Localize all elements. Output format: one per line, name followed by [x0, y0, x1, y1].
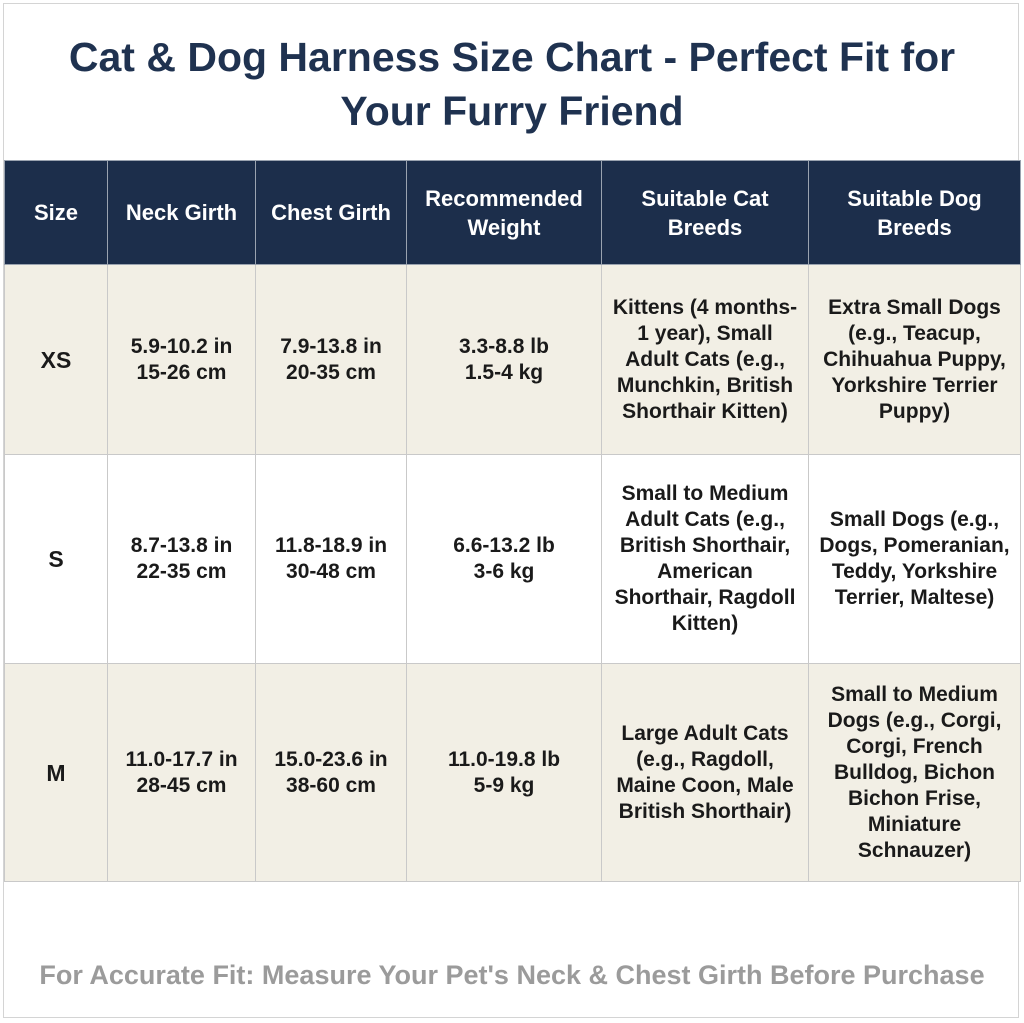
column-header: Neck Girth [107, 160, 256, 265]
size-cell: S [4, 454, 108, 664]
table-cell: 11.0-19.8 lb 5-9 kg [406, 663, 602, 882]
table-cell: 7.9-13.8 in 20-35 cm [255, 264, 407, 455]
size-table: Size Neck Girth Chest Girth Recommended Wei… [4, 160, 1021, 882]
table-cell: 3.3-8.8 lb 1.5-4 kg [406, 264, 602, 455]
table-cell: Small Dogs (e.g., Dogs, Pomeranian, Tedd… [808, 454, 1021, 664]
column-header: Recommended Weight [406, 160, 602, 265]
table-cell: 15.0-23.6 in 38-60 cm [255, 663, 407, 882]
table-cell: 5.9-10.2 in 15-26 cm [107, 264, 256, 455]
table-row: XS 5.9-10.2 in 15-26 cm 7.9-13.8 in 20-35 … [4, 264, 1021, 455]
title: Cat & Dog Harness Size Chart - Perfect F… [68, 34, 956, 134]
header-row: Size Neck Girth Chest Girth Recommended Wei… [4, 160, 1021, 265]
column-header: Suitable Dog Breeds [808, 160, 1021, 265]
size-cell: M [4, 663, 108, 882]
size-cell: XS [4, 264, 108, 455]
table-cell: Small to Medium Adult Cats (e.g., Britis… [601, 454, 809, 664]
column-header: Size [4, 160, 108, 265]
column-header: Chest Girth [255, 160, 407, 265]
table-cell: Extra Small Dogs (e.g., Teacup, Chihuahu… [808, 264, 1021, 455]
table-cell: Small to Medium Dogs (e.g., Corgi, Corgi… [808, 663, 1021, 882]
table-cell: Large Adult Cats (e.g., Ragdoll, Maine C… [601, 663, 809, 882]
table-row: S 8.7-13.8 in 22-35 cm 11.8-18.9 in 30-48 … [4, 454, 1021, 664]
table-row: M 11.0-17.7 in 28-45 cm 15.0-23.6 in 38-60… [4, 663, 1021, 882]
table-cell: 11.8-18.9 in 30-48 cm [255, 454, 407, 664]
column-header: Suitable Cat Breeds [601, 160, 809, 265]
footer-note: For Accurate Fit: Measure Your Pet's Nec… [39, 960, 985, 990]
table-cell: Kittens (4 months-1 year), Small Adult C… [601, 264, 809, 455]
table-cell: 11.0-17.7 in 28-45 cm [107, 663, 256, 882]
table-cell: 6.6-13.2 lb 3-6 kg [406, 454, 602, 664]
table-cell: 8.7-13.8 in 22-35 cm [107, 454, 256, 664]
